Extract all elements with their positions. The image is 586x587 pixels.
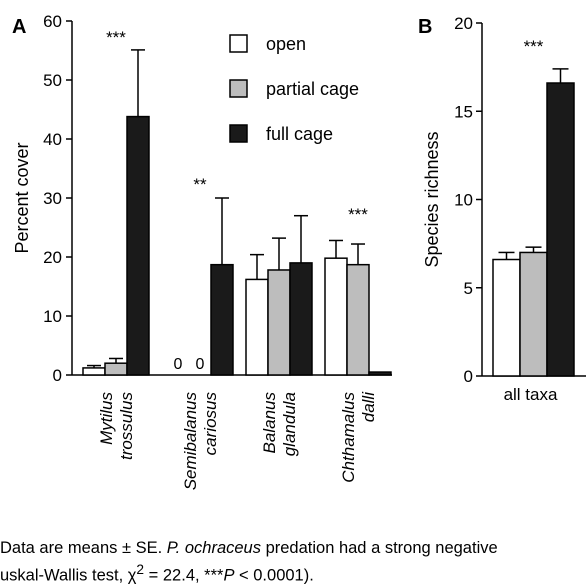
- bar: [492, 258, 521, 377]
- y-tick-label-b: 5: [464, 279, 473, 298]
- bar: [82, 367, 106, 376]
- bar: [245, 278, 269, 376]
- legend-label: open: [266, 34, 306, 54]
- y-tick-label-b: 15: [454, 102, 473, 121]
- caption-superscript: 2: [136, 562, 145, 577]
- bar: [104, 362, 128, 376]
- caption-line-2: uskal-Wallis test, χ2 = 22.4, ***P < 0.0…: [0, 562, 314, 585]
- y-tick-label-a: 50: [43, 71, 62, 90]
- bar: [324, 257, 348, 376]
- bar: [289, 262, 313, 376]
- caption-species-name: P. ochraceus: [166, 539, 261, 557]
- bar: [267, 269, 291, 376]
- bar: [346, 263, 370, 376]
- bar: [126, 115, 150, 376]
- significance-marker: ***: [524, 37, 544, 56]
- significance-marker: ***: [106, 28, 126, 47]
- y-tick-label-a: 10: [43, 307, 62, 326]
- bar: [519, 251, 548, 377]
- category-label-line2: dalli: [359, 391, 378, 422]
- legend-label: full cage: [266, 124, 333, 144]
- y-axis-label-b: Species richness: [422, 131, 442, 267]
- legend-label: partial cage: [266, 79, 359, 99]
- figure-caption: Data are means ± SE. P. ochraceus predat…: [0, 538, 586, 587]
- legend-swatch: [229, 34, 248, 53]
- bar: [368, 371, 392, 376]
- y-tick-label-b: 0: [464, 367, 473, 386]
- category-label-line2: glandula: [280, 392, 299, 456]
- y-tick-label-a: 30: [43, 189, 62, 208]
- category-label-line1: Chthamalus: [339, 392, 358, 483]
- legend: open partial cage full cage: [229, 34, 359, 144]
- y-axis-label-a: Percent cover: [12, 142, 32, 253]
- panel-label-b: B: [418, 16, 432, 38]
- y-tick-label-a: 0: [53, 366, 62, 385]
- significance-marker: ***: [348, 205, 368, 224]
- y-tick-label-a: 40: [43, 130, 62, 149]
- panel-label-a: A: [12, 16, 26, 38]
- category-label: Mytilus trossulus: [97, 392, 136, 461]
- y-tick-label-b: 20: [454, 14, 473, 33]
- zero-value-label: 0: [196, 356, 205, 373]
- category-label: Semibalanus cariosus: [181, 392, 220, 491]
- category-label-line1: Balanus: [260, 392, 279, 454]
- category-label-line1: Semibalanus: [181, 392, 200, 491]
- category-label-line2: cariosus: [201, 392, 220, 456]
- y-tick-label-b: 10: [454, 191, 473, 210]
- bar: [546, 82, 575, 377]
- y-tick-label-a: 60: [43, 12, 62, 31]
- zero-value-label: 0: [174, 356, 183, 373]
- panel-b: B 0 5 10 15 20 Species richness *** all taxa: [418, 14, 586, 404]
- caption-line-1: Data are means ± SE. P. ochraceus predat…: [0, 539, 498, 557]
- category-label: Balanus glandula: [260, 392, 299, 457]
- bar: [210, 263, 234, 376]
- y-tick-label-a: 20: [43, 248, 62, 267]
- category-label-line2: trossulus: [117, 392, 136, 461]
- category-label: Chthamalus dalli: [339, 391, 378, 483]
- category-label: all taxa: [504, 385, 558, 404]
- category-label-line1: Mytilus: [97, 392, 116, 445]
- legend-swatch: [229, 124, 248, 143]
- legend-swatch: [229, 79, 248, 98]
- significance-marker: **: [193, 175, 207, 194]
